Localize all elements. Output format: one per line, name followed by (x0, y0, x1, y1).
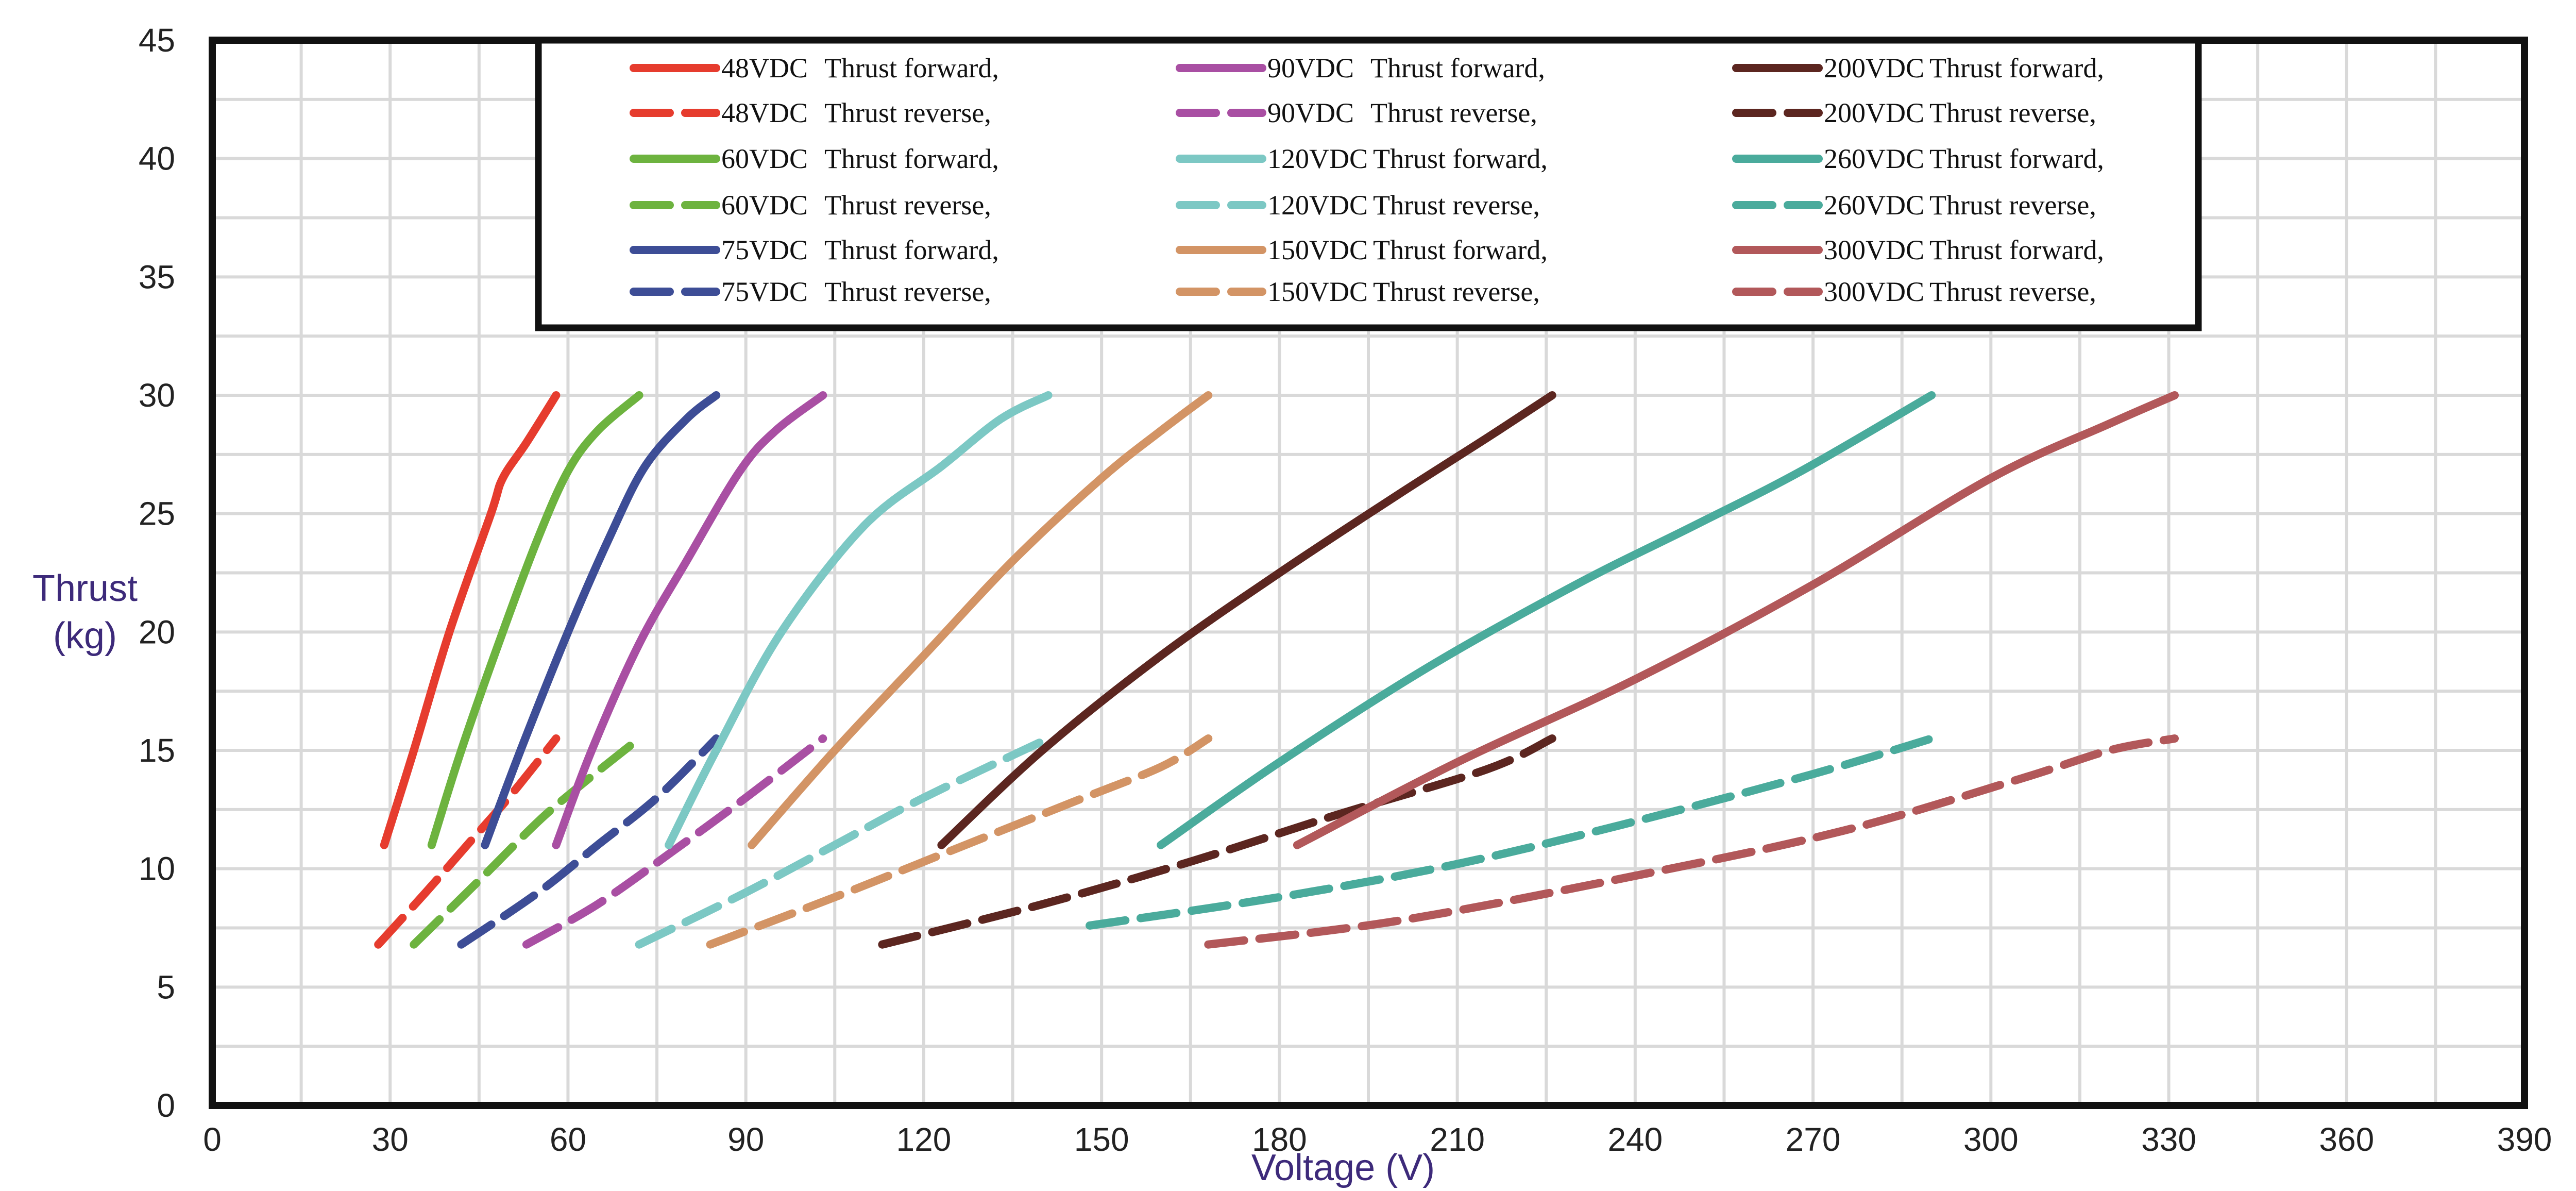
legend-direction-label: Thrust forward, (1929, 53, 2104, 83)
y-tick-label: 10 (139, 850, 175, 887)
series-line-90vdc-forward (552, 391, 827, 849)
legend-voltage-label: 75VDC (721, 276, 808, 307)
series-line-200vdc-forward (937, 391, 1556, 849)
series-line-150vdc-reverse (706, 734, 1213, 949)
y-tick-label: 25 (139, 495, 175, 532)
legend-direction-label: Thrust forward, (824, 143, 999, 174)
x-tick-label: 240 (1607, 1121, 1663, 1158)
legend-voltage-label: 200VDC (1824, 97, 1924, 128)
legend-direction-label: Thrust reverse, (824, 276, 991, 307)
legend-direction-label: Thrust reverse, (1373, 190, 1540, 221)
legend-voltage-label: 200VDC (1824, 53, 1924, 83)
y-tick-label: 35 (139, 258, 175, 295)
legend-voltage-label: 48VDC (721, 97, 808, 128)
series-line-90vdc-reverse (522, 734, 827, 949)
legend-voltage-label: 260VDC (1824, 190, 1924, 221)
legend-voltage-label: 48VDC (721, 53, 808, 83)
legend-direction-label: Thrust forward, (1929, 234, 2104, 265)
series-layer (374, 391, 2179, 949)
series-line-300vdc-reverse (1204, 734, 2179, 949)
legend-voltage-label: 75VDC (721, 234, 808, 265)
x-tick-label: 0 (203, 1121, 222, 1158)
series-line-48vdc-forward (380, 391, 561, 849)
x-tick-label: 360 (2319, 1121, 2374, 1158)
legend-direction-label: Thrust reverse, (1370, 97, 1537, 128)
series-line-75vdc-reverse (457, 734, 721, 949)
x-tick-label: 300 (1963, 1121, 2019, 1158)
legend-direction-label: Thrust forward, (824, 234, 999, 265)
y-tick-label: 30 (139, 377, 175, 414)
y-tick-label: 20 (139, 613, 175, 650)
x-tick-label: 330 (2141, 1121, 2196, 1158)
y-tick-label: 15 (139, 732, 175, 769)
legend-voltage-label: 60VDC (721, 190, 808, 221)
legend-voltage-label: 90VDC (1267, 53, 1354, 83)
legend-voltage-label: 90VDC (1267, 97, 1354, 128)
legend-direction-label: Thrust forward, (1373, 143, 1548, 174)
legend-voltage-label: 300VDC (1824, 276, 1924, 307)
y-tick-labels: 0 5 10 15 20 25 30 35 40 45 (139, 22, 175, 1124)
legend-voltage-label: 120VDC (1267, 190, 1368, 221)
x-tick-labels: 0 30 60 90 120 150 180 210 240 270 300 330 360 390 (203, 1121, 2552, 1158)
y-axis-title-line1: Thrust (32, 568, 138, 609)
legend-direction-label: Thrust forward, (1370, 53, 1545, 83)
x-axis-title: Voltage (V) (1251, 1147, 1435, 1188)
y-tick-label: 0 (157, 1087, 175, 1124)
series-line-200vdc-reverse (878, 734, 1556, 949)
series-line-300vdc-forward (1293, 391, 2179, 849)
legend-direction-label: Thrust reverse, (1929, 97, 2096, 128)
x-tick-label: 30 (372, 1121, 409, 1158)
series-line-60vdc-reverse (410, 734, 643, 949)
y-axis-title-line2: (kg) (53, 615, 117, 657)
series-line-75vdc-forward (481, 391, 721, 849)
legend-voltage-label: 300VDC (1824, 234, 1924, 265)
series-line-260vdc-reverse (1086, 734, 1936, 930)
legend-voltage-label: 150VDC (1267, 276, 1368, 307)
x-tick-label: 210 (1430, 1121, 1485, 1158)
legend-direction-label: Thrust reverse, (1373, 276, 1540, 307)
y-tick-label: 5 (157, 968, 175, 1005)
legend-direction-label: Thrust forward, (1929, 143, 2104, 174)
x-tick-label: 150 (1074, 1121, 1129, 1158)
y-tick-label: 40 (139, 140, 175, 177)
legend-direction-label: Thrust reverse, (824, 190, 991, 221)
legend-voltage-label: 60VDC (721, 143, 808, 174)
x-tick-label: 390 (2497, 1121, 2552, 1158)
legend-direction-label: Thrust reverse, (1929, 190, 2096, 221)
legend-direction-label: Thrust forward, (824, 53, 999, 83)
series-line-150vdc-forward (748, 391, 1213, 849)
series-line-60vdc-forward (427, 391, 643, 849)
legend-direction-label: Thrust forward, (1373, 234, 1548, 265)
y-tick-label: 45 (139, 22, 175, 59)
legend-voltage-label: 260VDC (1824, 143, 1924, 174)
legend-voltage-label: 150VDC (1267, 234, 1368, 265)
x-tick-label: 120 (896, 1121, 952, 1158)
series-line-260vdc-forward (1157, 391, 1936, 849)
x-tick-label: 60 (550, 1121, 586, 1158)
legend-box (535, 37, 2202, 331)
legend: 48VDC Thrust forward, 48VDC Thrust reverse,… (535, 37, 2202, 331)
series-line-120vdc-forward (665, 391, 1053, 849)
legend-direction-label: Thrust reverse, (824, 97, 991, 128)
x-tick-label: 270 (1786, 1121, 1841, 1158)
legend-voltage-label: 120VDC (1267, 143, 1368, 174)
series-line-48vdc-reverse (374, 734, 561, 949)
x-tick-label: 180 (1252, 1121, 1307, 1158)
series-line-120vdc-reverse (635, 734, 1053, 949)
legend-direction-label: Thrust reverse, (1929, 276, 2096, 307)
x-tick-label: 90 (727, 1121, 764, 1158)
